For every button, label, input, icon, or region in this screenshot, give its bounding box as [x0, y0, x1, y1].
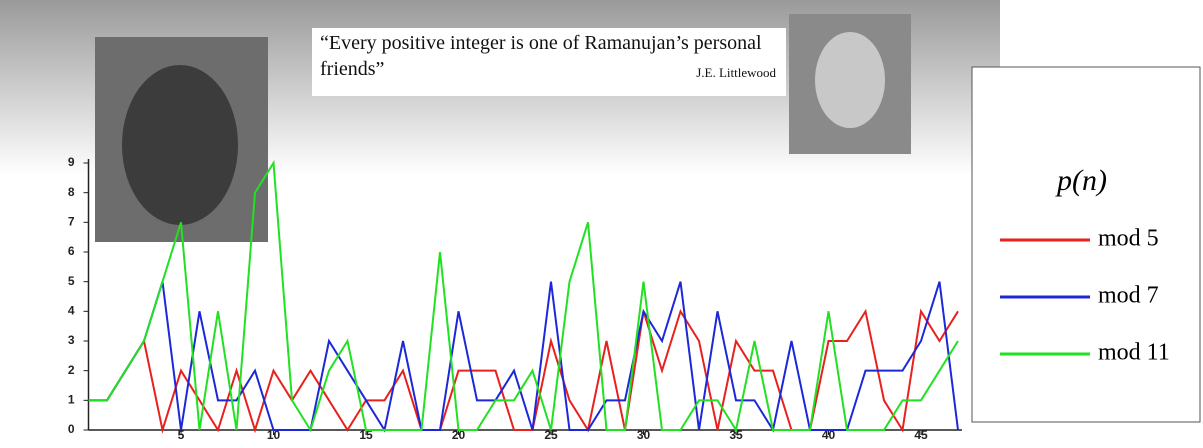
- photo-silhouette: [122, 65, 238, 225]
- y-tick-label: 8: [68, 185, 75, 199]
- legend-label: mod 5: [1098, 226, 1159, 252]
- y-tick-label: 0: [68, 422, 75, 436]
- x-tick-label: 5: [178, 428, 185, 442]
- y-tick-label: 1: [68, 393, 75, 407]
- photo-silhouette: [815, 32, 885, 128]
- quote-wrap: “Every positive integer is one of Ramanu…: [320, 30, 780, 94]
- y-tick-label: 5: [68, 274, 75, 288]
- series-line: [89, 311, 959, 430]
- y-tick-label: 7: [68, 215, 75, 229]
- legend-title: p(n): [1055, 164, 1107, 197]
- legend-label: mod 11: [1098, 340, 1170, 366]
- x-tick-label: 30: [637, 428, 651, 442]
- legend-label: mod 7: [1098, 283, 1159, 309]
- chart: “Every positive integer is one of Ramanu…: [0, 0, 1203, 443]
- legend-box: [972, 67, 1200, 422]
- y-tick-label: 6: [68, 244, 75, 258]
- page: {"quote": "“Every positive integer is on…: [0, 0, 1203, 443]
- y-tick-label: 3: [68, 333, 75, 347]
- y-tick-label: 2: [68, 363, 75, 377]
- series-line: [89, 282, 959, 430]
- quote: “Every positive integer is one of Ramanu…: [320, 30, 780, 94]
- y-tick-label: 4: [68, 304, 75, 318]
- y-tick-label: 9: [68, 155, 75, 169]
- x-tick-label: 25: [544, 428, 558, 442]
- attribution: J.E. Littlewood: [696, 60, 776, 86]
- x-tick-label: 45: [914, 428, 928, 442]
